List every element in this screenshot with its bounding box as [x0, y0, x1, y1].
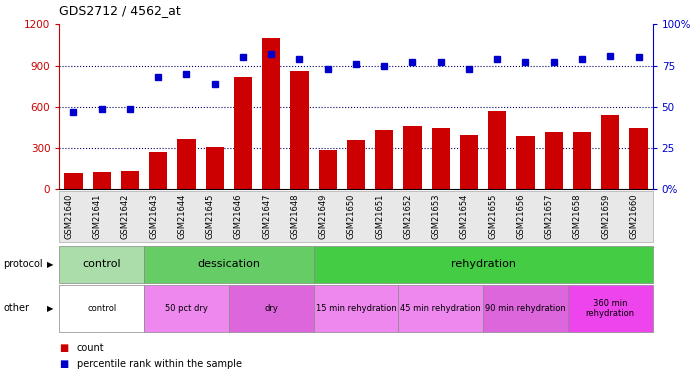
- Bar: [573, 132, 591, 189]
- Bar: [262, 38, 281, 189]
- Text: GSM21659: GSM21659: [601, 194, 610, 239]
- Bar: [630, 128, 648, 189]
- Text: ▶: ▶: [47, 304, 54, 313]
- Bar: [290, 71, 309, 189]
- Text: other: other: [3, 303, 29, 313]
- Bar: [517, 136, 535, 189]
- Text: GSM21652: GSM21652: [403, 194, 413, 239]
- Text: GSM21644: GSM21644: [177, 194, 186, 239]
- Bar: [460, 135, 478, 189]
- Text: dessication: dessication: [198, 260, 260, 269]
- Bar: [93, 171, 111, 189]
- Text: 360 min
rehydration: 360 min rehydration: [586, 299, 634, 318]
- Text: 15 min rehydration: 15 min rehydration: [315, 304, 396, 313]
- Text: GSM21645: GSM21645: [206, 194, 215, 239]
- Text: GSM21647: GSM21647: [262, 194, 272, 239]
- Bar: [234, 76, 252, 189]
- Bar: [177, 138, 195, 189]
- Text: GSM21658: GSM21658: [573, 194, 582, 239]
- Text: 50 pct dry: 50 pct dry: [165, 304, 208, 313]
- Text: ■: ■: [59, 343, 68, 353]
- Bar: [347, 140, 365, 189]
- Text: GSM21654: GSM21654: [460, 194, 469, 239]
- Text: GSM21640: GSM21640: [64, 194, 73, 239]
- Bar: [149, 152, 168, 189]
- Text: 45 min rehydration: 45 min rehydration: [401, 304, 481, 313]
- Text: GSM21656: GSM21656: [517, 194, 526, 239]
- Text: GSM21641: GSM21641: [93, 194, 102, 239]
- Text: control: control: [82, 260, 121, 269]
- Bar: [121, 171, 139, 189]
- Text: ■: ■: [59, 359, 68, 369]
- Text: GSM21651: GSM21651: [376, 194, 384, 239]
- Bar: [488, 111, 507, 189]
- Bar: [64, 173, 82, 189]
- Text: protocol: protocol: [3, 260, 43, 269]
- Text: percentile rank within the sample: percentile rank within the sample: [77, 359, 242, 369]
- Text: ▶: ▶: [47, 260, 54, 269]
- Text: control: control: [87, 304, 117, 313]
- Bar: [601, 115, 619, 189]
- Bar: [375, 130, 394, 189]
- Text: GSM21643: GSM21643: [149, 194, 158, 239]
- Text: GSM21650: GSM21650: [347, 194, 356, 239]
- Bar: [544, 132, 563, 189]
- Text: GSM21660: GSM21660: [630, 194, 639, 239]
- Text: GSM21646: GSM21646: [234, 194, 243, 239]
- Text: GSM21653: GSM21653: [432, 194, 440, 239]
- Bar: [431, 128, 450, 189]
- Text: count: count: [77, 343, 105, 353]
- Text: dry: dry: [265, 304, 279, 313]
- Text: 90 min rehydration: 90 min rehydration: [485, 304, 566, 313]
- Text: GSM21648: GSM21648: [290, 194, 299, 239]
- Text: GSM21642: GSM21642: [121, 194, 130, 239]
- Text: GDS2712 / 4562_at: GDS2712 / 4562_at: [59, 4, 181, 17]
- Bar: [205, 147, 224, 189]
- Text: GSM21649: GSM21649: [319, 194, 328, 239]
- Text: GSM21657: GSM21657: [544, 194, 554, 239]
- Bar: [318, 150, 337, 189]
- Text: GSM21655: GSM21655: [488, 194, 497, 239]
- Text: rehydration: rehydration: [451, 260, 516, 269]
- Bar: [403, 126, 422, 189]
